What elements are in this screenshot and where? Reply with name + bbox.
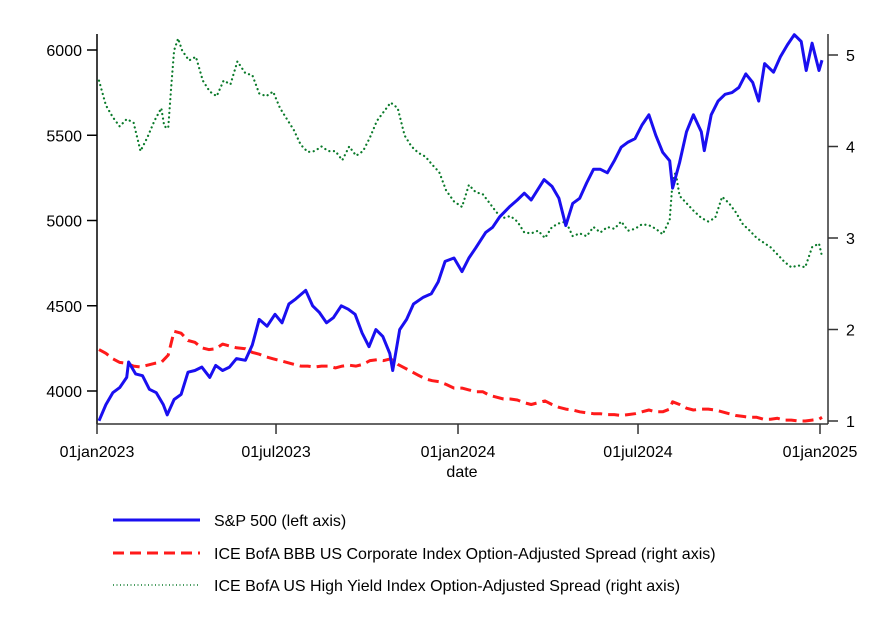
x-axis-ticks: 01jan2023 01jul2023 01jan2024 01jul2024 01ja… [60,424,858,461]
right-tick-label: 2 [846,323,855,340]
x-tick-label: 01jul2024 [603,444,673,461]
x-tick-label: 01jan2025 [783,444,858,461]
series-line-hy-spread [97,37,824,269]
left-tick-label: 4500 [46,299,82,316]
right-tick-label: 4 [846,140,855,157]
right-tick-label: 5 [846,48,855,65]
legend: S&P 500 (left axis) ICE BofA BBB US Corp… [113,513,716,595]
x-tick-label: 01jan2024 [421,444,496,461]
left-tick-label: 5500 [46,128,82,145]
legend-item-sp500: S&P 500 (left axis) [113,513,346,530]
series-line-sp500 [97,33,824,422]
legend-label-hy-spread: ICE BofA US High Yield Index Option-Adju… [214,578,680,595]
left-tick-label: 4000 [46,384,82,401]
legend-label-sp500: S&P 500 (left axis) [214,513,346,530]
x-axis-title: date [446,464,477,481]
right-tick-label: 1 [846,414,855,431]
x-tick-label: 01jan2023 [60,444,135,461]
left-tick-label: 6000 [46,43,82,60]
series-line-bbb-spread [98,329,823,423]
legend-item-hy-spread: ICE BofA US High Yield Index Option-Adju… [113,578,680,595]
legend-label-bbb-spread: ICE BofA BBB US Corporate Index Option-A… [214,546,716,563]
x-tick-label: 01jul2023 [241,444,311,461]
legend-item-bbb-spread: ICE BofA BBB US Corporate Index Option-A… [113,546,716,563]
right-axis-ticks: 5 4 3 2 1 [828,48,855,431]
series-layer [97,33,824,423]
right-tick-label: 3 [846,231,855,248]
left-axis-ticks: 6000 5500 5000 4500 4000 [46,43,97,401]
left-tick-label: 5000 [46,214,82,231]
